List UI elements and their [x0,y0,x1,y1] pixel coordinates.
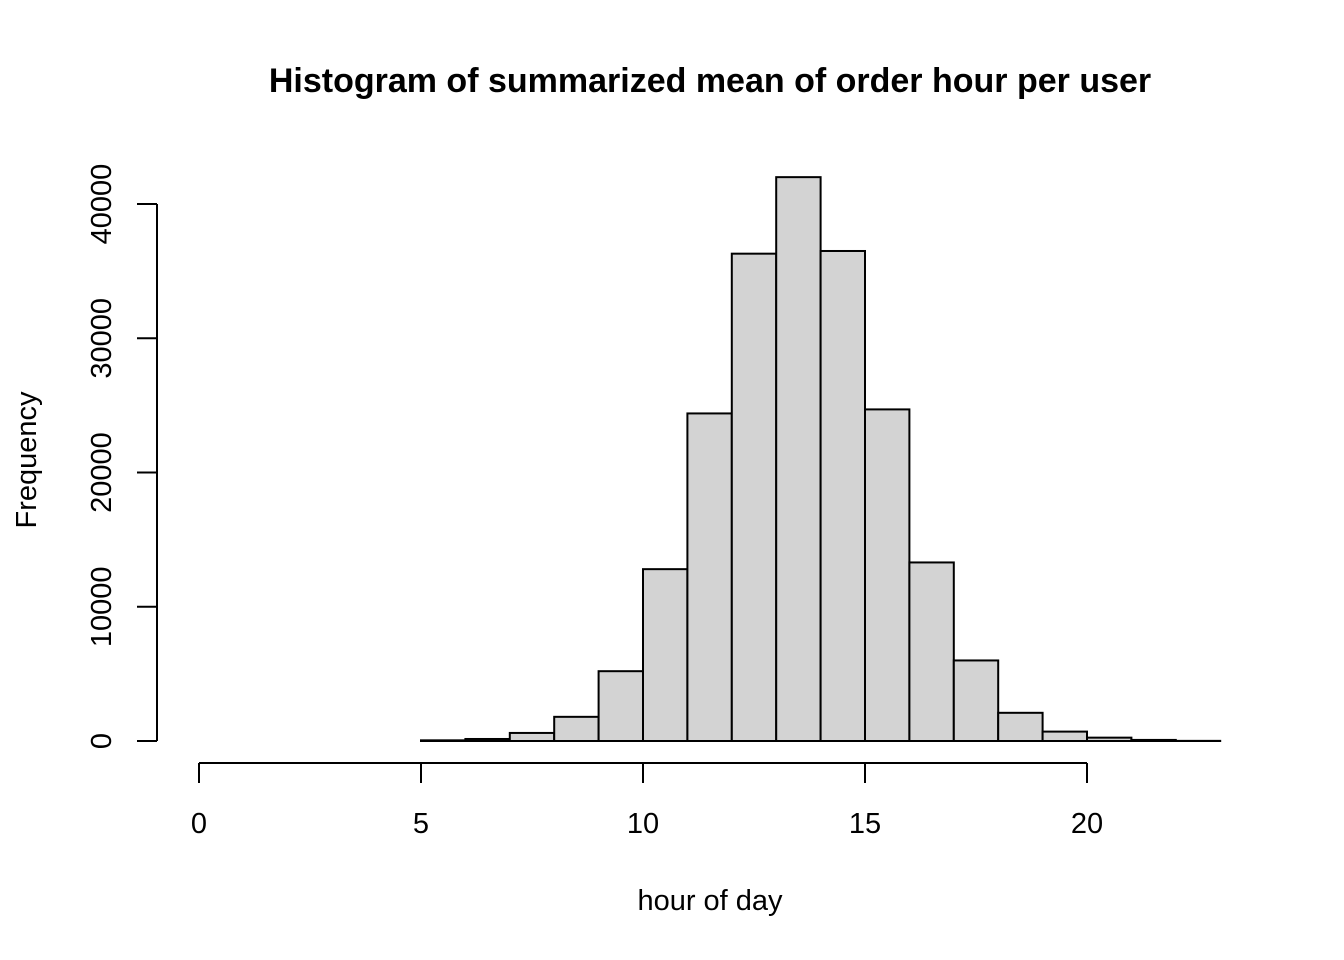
x-tick-label-0: 0 [191,808,207,840]
x-axis: 0 5 10 15 20 [191,762,1103,840]
histogram-bar-13 [775,176,822,742]
histogram-bar-20 [1086,736,1133,742]
histogram-bar-21 [1130,738,1177,743]
y-tick-label-2: 20000 [86,432,118,513]
x-tick-label-1: 5 [413,808,429,840]
y-axis: 0 10000 20000 30000 40000 [86,164,158,749]
y-tick-label-4: 40000 [86,164,118,245]
histogram-bar-17 [952,659,1000,743]
y-tick-label-3: 30000 [86,298,118,379]
histogram-bar-8 [553,715,600,743]
histogram-bar-5 [420,739,467,742]
histogram-bar-14 [819,249,866,743]
histogram-bar-6 [464,737,511,743]
histogram-bar-15 [864,408,911,742]
y-tick-label-1: 10000 [86,566,118,647]
histogram-bar-12 [730,252,778,743]
histogram-bar-11 [686,412,733,742]
y-tick-label-0: 0 [86,733,118,749]
x-tick-label-4: 20 [1071,808,1103,840]
bars-group [420,176,1222,743]
x-tick-label-3: 15 [849,808,881,840]
histogram-bar-7 [508,731,556,743]
histogram-bar-9 [597,670,644,742]
histogram-bar-10 [642,568,689,742]
histogram-bar-18 [997,711,1044,742]
chart-title: Histogram of summarized mean of order ho… [269,62,1151,100]
histogram-bar-19 [1041,730,1088,742]
histogram-bar-16 [908,561,955,743]
y-axis-label: Frequency [11,391,43,529]
x-axis-label: hour of day [637,885,783,917]
x-tick-label-2: 10 [627,808,659,840]
